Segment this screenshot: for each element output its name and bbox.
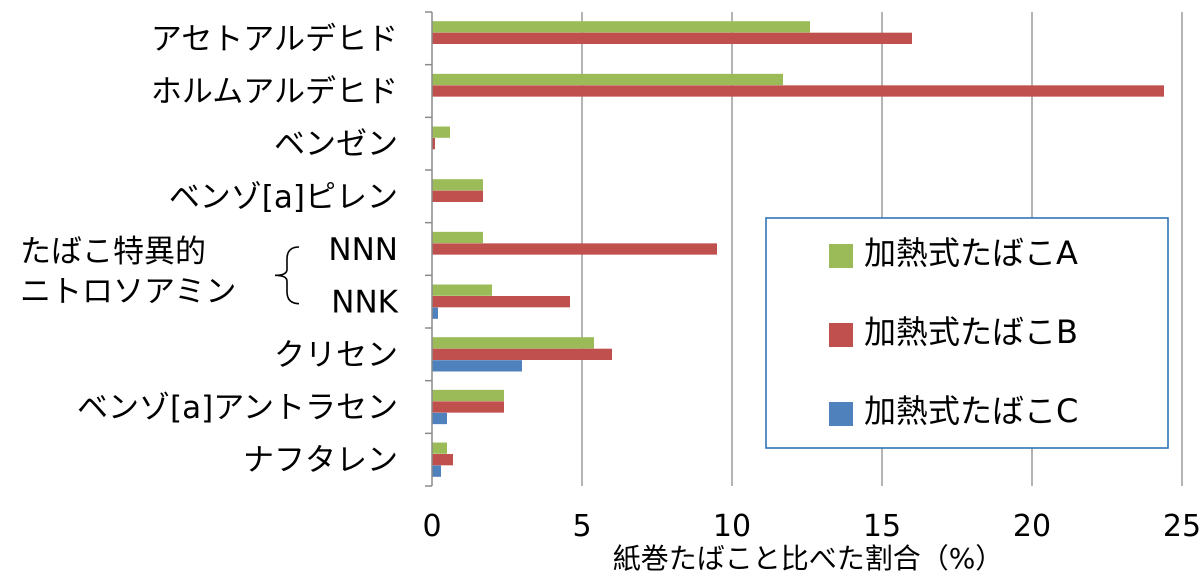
- bar: [432, 454, 453, 466]
- legend-label: 加熱式たばこC: [864, 392, 1078, 430]
- category-label: NNK: [331, 285, 398, 321]
- bar: [432, 401, 504, 413]
- bar: [432, 307, 438, 319]
- x-tick-labels: 0 5 10 15 20 25: [422, 509, 1199, 544]
- group-label-line: たばこ特異的: [20, 234, 206, 270]
- bar: [432, 21, 810, 33]
- x-tick-label: 20: [1013, 509, 1051, 544]
- bar: [432, 360, 522, 372]
- category-label: クリセン: [274, 337, 398, 373]
- bar: [432, 284, 492, 296]
- bar: [432, 73, 783, 86]
- category-label: アセトアルデヒド: [151, 21, 398, 57]
- bar: [432, 126, 450, 138]
- bar: [432, 243, 717, 255]
- group-label-line: ニトロソアミン: [20, 274, 236, 310]
- x-tick-label: 25: [1163, 509, 1199, 544]
- bar: [432, 442, 447, 454]
- x-tick-label: 0: [422, 509, 441, 544]
- group-brace: [274, 246, 300, 305]
- legend-label: 加熱式たばこA: [864, 234, 1078, 272]
- legend-swatch: [829, 323, 853, 347]
- axes: [425, 11, 433, 487]
- category-label: NNN: [328, 232, 398, 268]
- bar: [432, 337, 594, 349]
- bar: [432, 348, 612, 360]
- bar: [432, 32, 912, 44]
- x-tick-label: 10: [713, 509, 751, 544]
- bar: [432, 138, 435, 150]
- bar: [432, 179, 483, 191]
- legend-swatch: [829, 402, 853, 426]
- x-axis-title: 紙巻たばこと比べた割合（%）: [613, 542, 1004, 575]
- bar: [432, 231, 483, 244]
- bars: [432, 21, 1164, 477]
- category-label: ベンゾ[a]アントラセン: [77, 390, 398, 426]
- bar: [432, 190, 483, 202]
- category-label: ベンゾ[a]ピレン: [169, 179, 398, 215]
- legend-label: 加熱式たばこB: [864, 313, 1078, 351]
- category-label: ナフタレン: [243, 443, 398, 479]
- legend-swatch: [829, 244, 853, 268]
- bar: [432, 389, 504, 402]
- bar: [432, 296, 570, 308]
- bar: [432, 412, 447, 425]
- category-label: ベンゼン: [274, 127, 398, 163]
- x-tick-label: 15: [863, 509, 901, 544]
- bar: [432, 85, 1164, 97]
- x-tick-label: 5: [572, 509, 591, 544]
- legend: 加熱式たばこA 加熱式たばこB 加熱式たばこC: [765, 217, 1169, 449]
- category-label: ホルムアルデヒド: [151, 74, 398, 110]
- bar: [432, 465, 441, 477]
